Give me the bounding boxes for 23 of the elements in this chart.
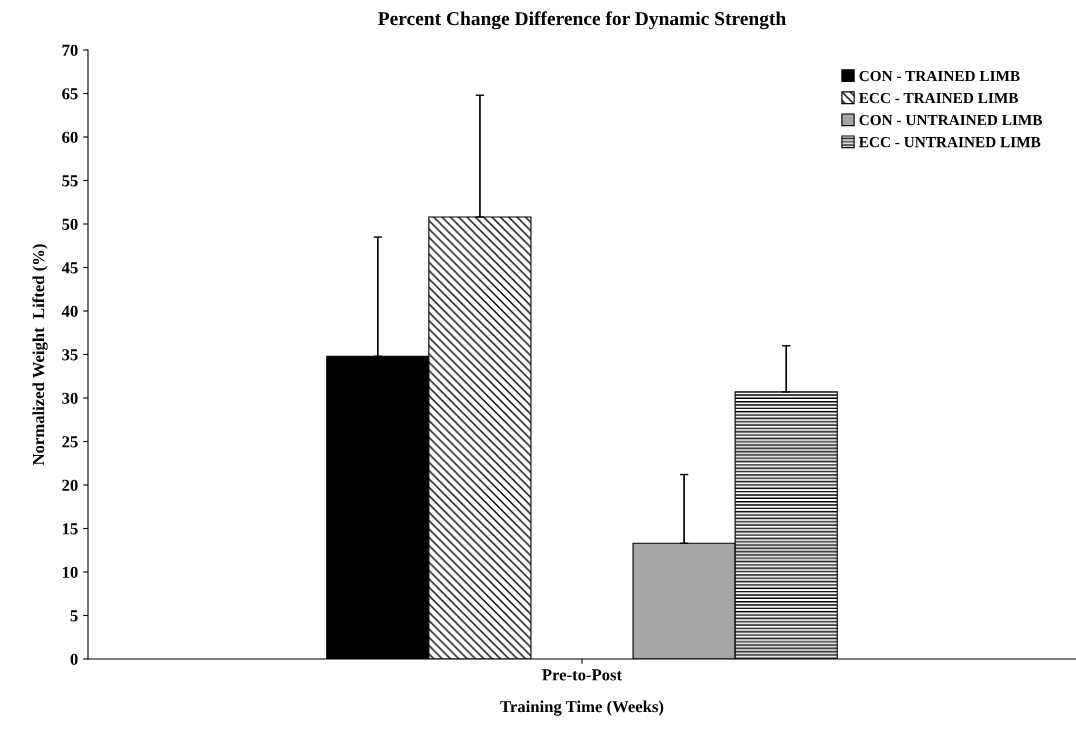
legend-label: ECC - UNTRAINED LIMB [858,137,1041,148]
legend-label: ECC - TRAINED LIMB [858,92,1019,104]
y-tick-label: 40 [61,305,78,317]
y-tick-label: 65 [62,88,78,100]
y-tick-label: 55 [62,175,78,187]
y-tick-label: 0 [70,653,78,665]
chart-title: Percent Change Difference for Dynamic Strength [378,11,786,30]
y-tick-label: 60 [62,131,78,143]
x-tick-label: Pre-to-Post [542,669,623,681]
y-tick-label: 30 [62,392,78,404]
y-tick-label: 70 [62,44,78,56]
y-tick-label: 50 [62,218,78,230]
y-tick-label: 5 [70,610,78,622]
legend-label: CON - UNTRAINED LIMB [859,114,1043,126]
y-tick-label: 10 [62,566,78,578]
y-tick-label: 25 [62,436,78,448]
y-tick-label: 35 [62,349,78,361]
y-tick-label: 20 [62,479,78,491]
y-tick-label: 15 [62,523,78,535]
y-axis-title: Normalized Weight Lifted (%) [32,244,48,466]
legend-label: CON - TRAINED LIMB [859,70,1020,82]
x-axis-title: Training Time (Weeks) [500,700,664,716]
y-tick-label: 45 [61,262,78,274]
